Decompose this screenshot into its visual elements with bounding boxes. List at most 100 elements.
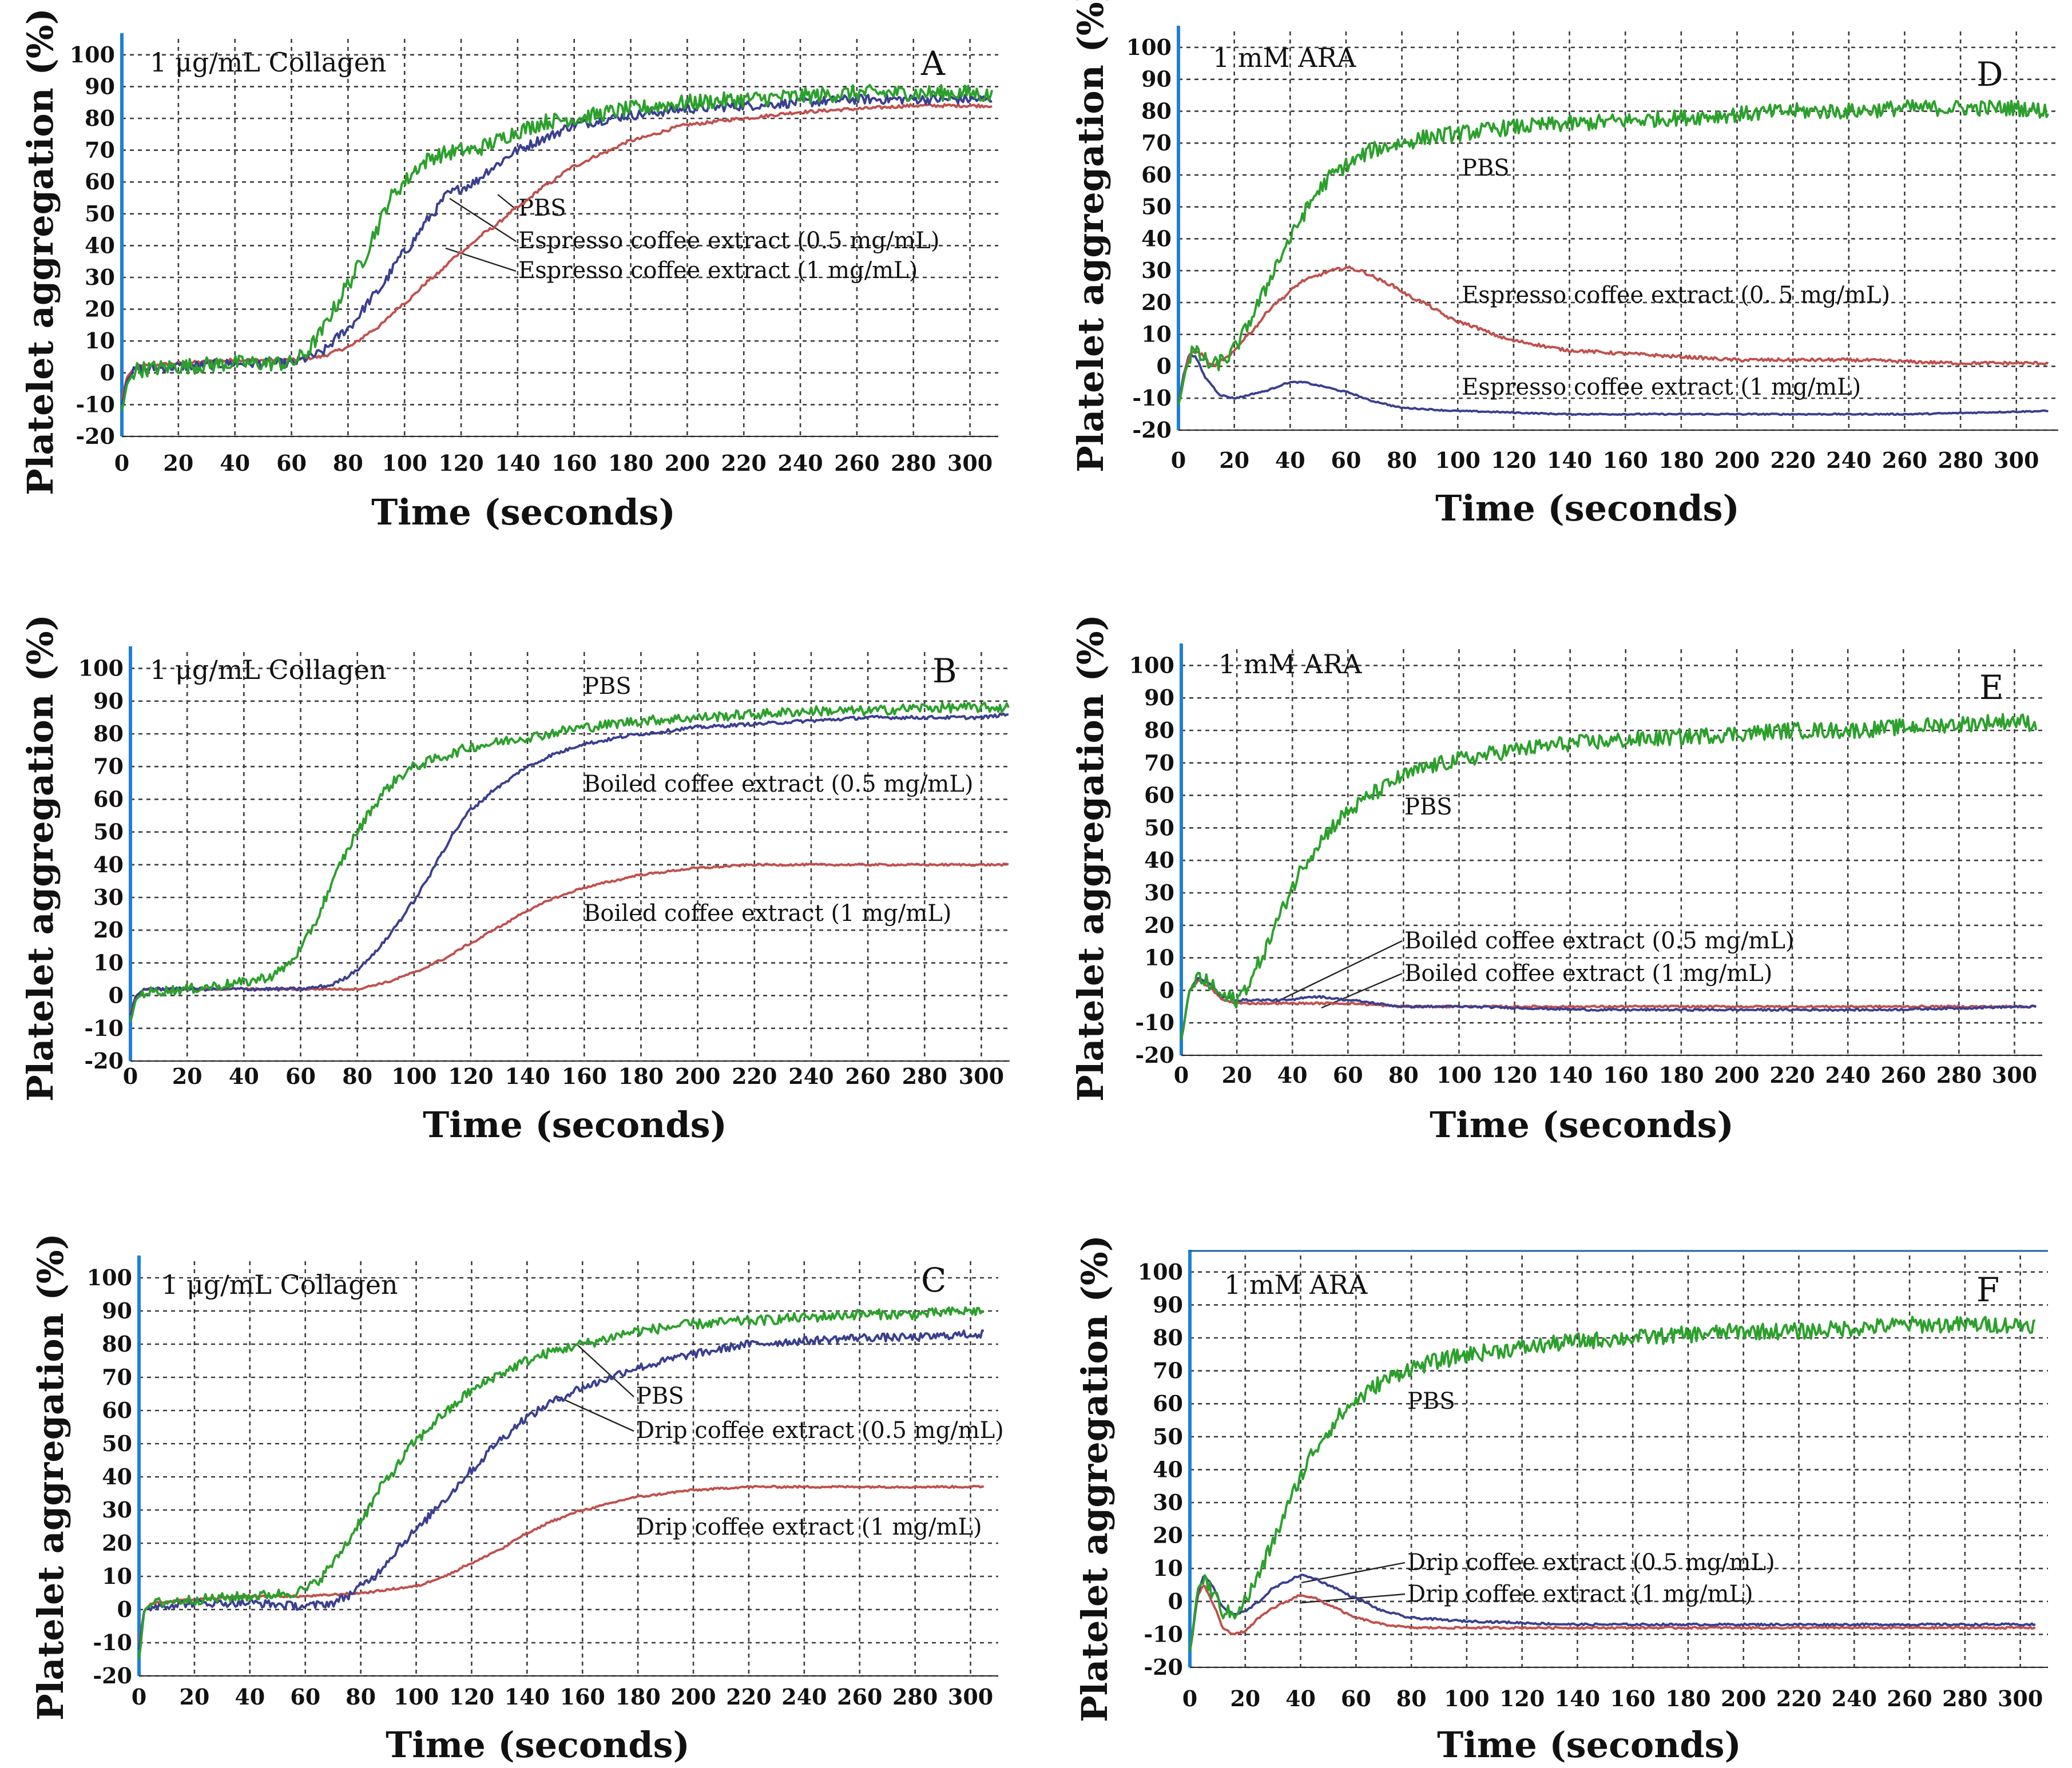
y-tick-label: 0 — [100, 360, 115, 386]
y-tick-label: 80 — [93, 721, 124, 746]
x-tick-label: 40 — [220, 450, 250, 476]
y-tick-label: 30 — [1141, 257, 1172, 283]
series-label-espresso-05: Espresso coffee extract (0.5 mg/mL) — [518, 228, 939, 254]
x-tick-label: 40 — [1275, 447, 1305, 473]
x-tick-label: 100 — [391, 1063, 436, 1089]
x-tick-label: 240 — [777, 450, 823, 476]
x-tick-label: 0 — [1182, 1686, 1197, 1711]
x-tick-label: 160 — [551, 450, 597, 476]
y-axis-label: Platelet aggregation (%) — [1074, 1235, 1116, 1722]
x-tick-label: 200 — [1721, 1686, 1766, 1711]
x-tick-label: 80 — [1388, 1062, 1419, 1088]
x-tick-label: 60 — [1333, 1062, 1363, 1088]
x-tick-label: 40 — [229, 1063, 259, 1089]
x-tick-label: 0 — [1171, 447, 1186, 473]
x-tick-label: 140 — [505, 1684, 550, 1710]
x-tick-label: 280 — [1942, 1686, 1987, 1711]
leader-line — [445, 247, 517, 272]
y-tick-label: 100 — [1126, 34, 1172, 60]
y-tick-label: -20 — [1144, 1654, 1183, 1680]
grid — [1177, 31, 2058, 431]
x-tick-label: 80 — [346, 1684, 376, 1710]
y-tick-label: 30 — [102, 1497, 132, 1523]
y-tick-label: -20 — [1132, 417, 1172, 443]
series-trace — [129, 712, 1009, 1016]
x-tick-label: 20 — [163, 450, 193, 476]
x-tick-label: 240 — [788, 1063, 833, 1089]
x-tick-label: 100 — [1436, 1062, 1482, 1088]
y-tick-label: 30 — [1153, 1489, 1183, 1515]
y-tick-label: 30 — [1144, 880, 1174, 905]
x-tick-label: 120 — [1499, 1686, 1545, 1711]
y-tick-label: 100 — [70, 42, 115, 67]
series-trace — [1180, 977, 2037, 1040]
grid — [1180, 649, 2042, 1056]
y-tick-label: 90 — [1144, 685, 1174, 710]
y-tick-label: 10 — [1144, 945, 1174, 971]
x-tick-label: 200 — [1714, 1062, 1759, 1088]
x-tick-label: 260 — [845, 1063, 890, 1089]
y-tick-label: 0 — [1157, 353, 1172, 379]
y-tick-label: 20 — [85, 296, 115, 322]
y-tick-label: 20 — [1141, 289, 1172, 315]
x-tick-label: 140 — [505, 1063, 550, 1089]
y-tick-label: 0 — [117, 1596, 132, 1622]
x-axis-label: Time (seconds) — [386, 1724, 690, 1766]
y-tick-label: 90 — [93, 688, 124, 714]
y-tick-label: 20 — [1144, 912, 1174, 938]
stimulus-label: 1 mM ARA — [1213, 42, 1356, 73]
y-tick-label: 50 — [102, 1431, 132, 1456]
y-tick-label: 70 — [1153, 1358, 1183, 1384]
x-tick-label: 120 — [448, 1063, 493, 1089]
y-tick-label: 40 — [102, 1464, 132, 1489]
x-tick-label: 300 — [1994, 447, 2039, 473]
x-tick-label: 100 — [1444, 1686, 1489, 1711]
x-tick-label: 80 — [1387, 447, 1417, 473]
x-tick-label: 40 — [1285, 1686, 1316, 1711]
panel-letter: F — [1976, 1270, 1999, 1309]
series-trace — [1180, 713, 2038, 1040]
y-tick-label: -10 — [1144, 1621, 1183, 1647]
x-tick-label: 120 — [449, 1684, 494, 1710]
x-tick-label: 0 — [114, 450, 129, 476]
x-axis-label: Time (seconds) — [1430, 1104, 1734, 1146]
y-tick-label: -20 — [1135, 1042, 1174, 1068]
series-trace — [1189, 1584, 2036, 1651]
x-tick-label: 60 — [290, 1684, 320, 1710]
x-tick-label: 240 — [1826, 447, 1871, 473]
x-tick-label: 280 — [1936, 1062, 1982, 1088]
y-tick-label: 70 — [1144, 750, 1174, 776]
y-axis-label: Platelet aggregation (%) — [30, 1233, 72, 1721]
y-tick-label: 10 — [102, 1563, 132, 1589]
x-tick-label: 100 — [394, 1684, 439, 1710]
y-tick-label: 10 — [1141, 321, 1172, 347]
series-label-pbs: PBS — [1407, 1388, 1455, 1415]
series-label-espresso-05: Espresso coffee extract (0. 5 mg/mL) — [1462, 282, 1890, 308]
y-tick-label: 40 — [1141, 225, 1172, 251]
x-tick-label: 20 — [1230, 1686, 1260, 1711]
x-tick-label: 220 — [1770, 447, 1815, 473]
series-trace — [1177, 265, 2049, 405]
x-tick-label: 200 — [1714, 447, 1760, 473]
y-tick-label: 40 — [1144, 847, 1174, 873]
series-trace — [1189, 1574, 2036, 1651]
y-tick-label: 30 — [85, 264, 115, 290]
y-tick-label: 70 — [1141, 130, 1172, 156]
series-label-drip-05: Drip coffee extract (0.5 mg/mL) — [636, 1417, 1004, 1444]
x-tick-label: 300 — [947, 450, 993, 476]
y-tick-label: -20 — [93, 1663, 132, 1688]
y-tick-label: 100 — [78, 655, 124, 681]
x-tick-label: 160 — [560, 1684, 605, 1710]
x-tick-label: 160 — [1603, 1062, 1648, 1088]
y-tick-label: -10 — [76, 391, 115, 417]
y-tick-label: 90 — [1141, 66, 1172, 92]
y-tick-label: -10 — [1135, 1010, 1174, 1035]
y-tick-label: 90 — [85, 73, 115, 99]
stimulus-label: 1 mM ARA — [1224, 1269, 1368, 1300]
y-tick-label: 30 — [93, 884, 124, 910]
panel-b: Platelet aggregation (%) Time (seconds) … — [19, 614, 1010, 1146]
x-tick-label: 200 — [675, 1063, 720, 1089]
x-tick-label: 200 — [670, 1684, 716, 1710]
x-tick-label: 280 — [1938, 447, 1983, 473]
